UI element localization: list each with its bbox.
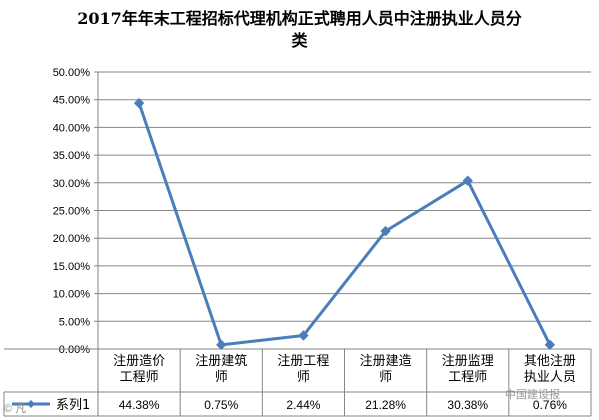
data-point — [462, 175, 473, 186]
y-tick-label: 0.00% — [59, 344, 90, 356]
chart-title-line-1: 2017年年末工程招标代理机构正式聘用人员中注册执业人员分 — [77, 9, 522, 28]
category-label: 师 — [297, 370, 310, 385]
data-point — [298, 330, 309, 341]
category-label: 注册建造 — [360, 354, 412, 369]
category-label: 注册工程 — [277, 354, 329, 369]
y-tick-label: 15.00% — [53, 261, 91, 273]
legend-marker — [27, 400, 35, 408]
watermark-left: © 凡 — [4, 403, 27, 415]
data-point — [216, 339, 227, 351]
y-tick-label: 20.00% — [53, 233, 91, 245]
category-label: 工程师 — [120, 370, 159, 385]
category-label: 工程师 — [448, 370, 487, 385]
y-tick-label: 25.00% — [53, 206, 91, 218]
category-label: 执业人员 — [524, 370, 576, 385]
y-tick-label: 30.00% — [53, 178, 91, 190]
category-label: 师 — [215, 370, 228, 385]
y-tick-label: 45.00% — [53, 95, 91, 107]
data-point — [133, 97, 145, 109]
data-table-value: 44.38% — [119, 398, 160, 412]
data-table-value: 21.28% — [365, 398, 406, 412]
data-table-value: 0.76% — [533, 398, 567, 412]
data-point — [544, 339, 556, 350]
data-point — [380, 225, 391, 237]
y-tick-label: 5.00% — [59, 316, 90, 328]
y-tick-label: 50.00% — [53, 67, 91, 79]
legend-label: 系列1 — [56, 398, 90, 413]
data-table-value: 0.75% — [204, 398, 238, 412]
category-label: 注册监理 — [442, 354, 494, 369]
category-label: 其他注册 — [524, 354, 576, 369]
y-tick-label: 10.00% — [53, 289, 91, 301]
data-table-value: 30.38% — [447, 398, 488, 412]
category-label: 师 — [379, 370, 392, 385]
category-label: 注册造价 — [113, 354, 165, 369]
y-tick-label: 35.00% — [53, 150, 91, 162]
data-table-value: 2.44% — [286, 398, 320, 412]
series-line — [137, 102, 552, 347]
category-label: 注册建筑 — [195, 353, 247, 369]
y-tick-label: 40.00% — [53, 122, 91, 134]
watermark-right: 中国建设报 — [505, 389, 560, 401]
chart-title-line-2: 类 — [291, 31, 308, 50]
